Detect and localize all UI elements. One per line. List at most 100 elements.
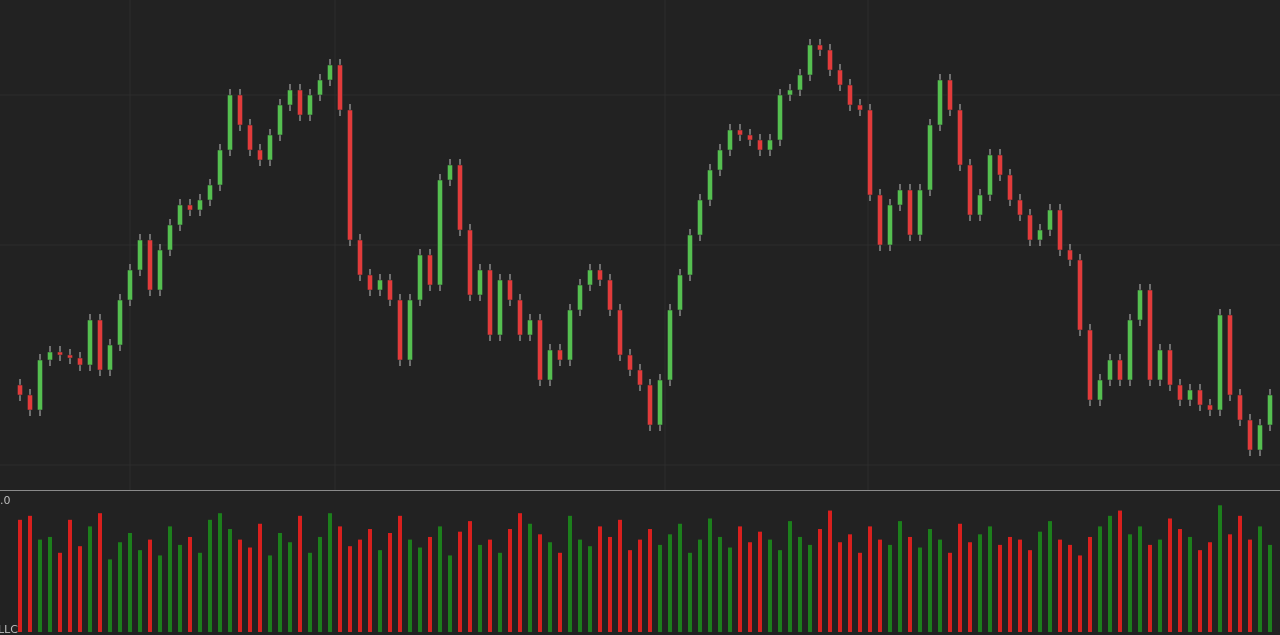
candle-body: [967, 164, 973, 216]
candle-body: [867, 109, 873, 196]
volume-bar: [1078, 555, 1082, 632]
candle-body: [807, 44, 813, 76]
volume-bar: [118, 542, 122, 632]
candle-body: [267, 134, 273, 161]
candle-body: [1217, 314, 1223, 411]
volume-bar: [258, 523, 262, 632]
volume-bar: [728, 547, 732, 632]
candle-body: [947, 79, 953, 111]
footer-label: LLC: [0, 623, 18, 635]
volume-bar: [538, 534, 542, 632]
candle-body: [477, 269, 483, 296]
candle-body: [67, 354, 73, 359]
candle-body: [247, 124, 253, 151]
volume-bar: [928, 529, 932, 632]
candle-body: [167, 224, 173, 251]
volume-bar: [628, 550, 632, 632]
candle-body: [1177, 384, 1183, 401]
volume-bar: [1108, 515, 1112, 632]
volume-bar: [268, 555, 272, 632]
volume-bar: [498, 552, 502, 632]
volume-bar: [688, 552, 692, 632]
volume-bar: [288, 542, 292, 632]
candle-body: [997, 154, 1003, 176]
volume-bar: [518, 513, 522, 632]
volume-bar: [1008, 536, 1012, 632]
candle-body: [1257, 424, 1263, 451]
candle-body: [1147, 289, 1153, 381]
volume-bar: [748, 542, 752, 632]
volume-bar: [1238, 515, 1242, 632]
volume-bar: [438, 526, 442, 632]
candle-body: [437, 179, 443, 286]
volume-bar: [848, 534, 852, 632]
candle-body: [1247, 419, 1253, 451]
grid: [0, 0, 1280, 490]
volume-bar: [508, 529, 512, 632]
volume-bar: [108, 559, 112, 632]
candle-body: [467, 229, 473, 296]
candle-body: [697, 199, 703, 236]
volume-bar: [88, 526, 92, 632]
candle-body: [667, 309, 673, 381]
candle-body: [627, 354, 633, 371]
volume-bar: [328, 513, 332, 632]
volume-bar: [308, 552, 312, 632]
candle-body: [397, 299, 403, 361]
volume-bar: [768, 539, 772, 632]
candle-body: [1057, 209, 1063, 251]
candle-body: [1237, 394, 1243, 421]
candle-body: [977, 194, 983, 216]
candle-body: [907, 189, 913, 236]
candle-body: [487, 269, 493, 336]
candle-body: [777, 94, 783, 141]
volume-bar: [158, 555, 162, 632]
candle-body: [647, 384, 653, 426]
candle-body: [877, 194, 883, 246]
candle-body: [557, 349, 563, 361]
volume-bar: [818, 529, 822, 632]
volume-bar: [588, 546, 592, 632]
volume-bar: [978, 534, 982, 632]
candle-body: [87, 319, 93, 366]
volume-bar: [138, 550, 142, 632]
volume-bar: [248, 547, 252, 632]
candle-body: [917, 189, 923, 236]
volume-bar: [918, 547, 922, 632]
candle-body: [427, 254, 433, 286]
volume-bar: [568, 515, 572, 632]
volume-bar: [678, 523, 682, 632]
volume-bar: [58, 552, 62, 632]
candle-body: [687, 234, 693, 276]
volume-bar: [758, 531, 762, 632]
candle-body: [1187, 389, 1193, 401]
price-pane: [17, 39, 1273, 456]
candle-body: [727, 129, 733, 151]
volume-bar: [1188, 536, 1192, 632]
volume-bar: [1018, 539, 1022, 632]
volume-bar: [1148, 544, 1152, 632]
candle-body: [837, 69, 843, 86]
volume-bar: [1168, 518, 1172, 632]
candle-body: [1097, 379, 1103, 401]
volume-bar: [828, 510, 832, 632]
candle-body: [207, 184, 213, 201]
volume-bar: [598, 526, 602, 632]
volume-bar: [408, 539, 412, 632]
volume-bar: [68, 519, 72, 632]
volume-bar: [208, 519, 212, 632]
volume-bar: [878, 539, 882, 632]
candle-body: [1267, 394, 1273, 426]
candle-body: [787, 89, 793, 96]
candle-body: [327, 64, 333, 81]
volume-bar: [238, 539, 242, 632]
candle-body: [17, 384, 23, 396]
volume-bar: [358, 539, 362, 632]
candle-body: [497, 279, 503, 336]
candle-body: [187, 204, 193, 211]
candle-body: [1137, 289, 1143, 321]
volume-bar: [1118, 510, 1122, 632]
volume-bar: [528, 523, 532, 632]
candle-body: [677, 274, 683, 311]
volume-bar: [658, 544, 662, 632]
